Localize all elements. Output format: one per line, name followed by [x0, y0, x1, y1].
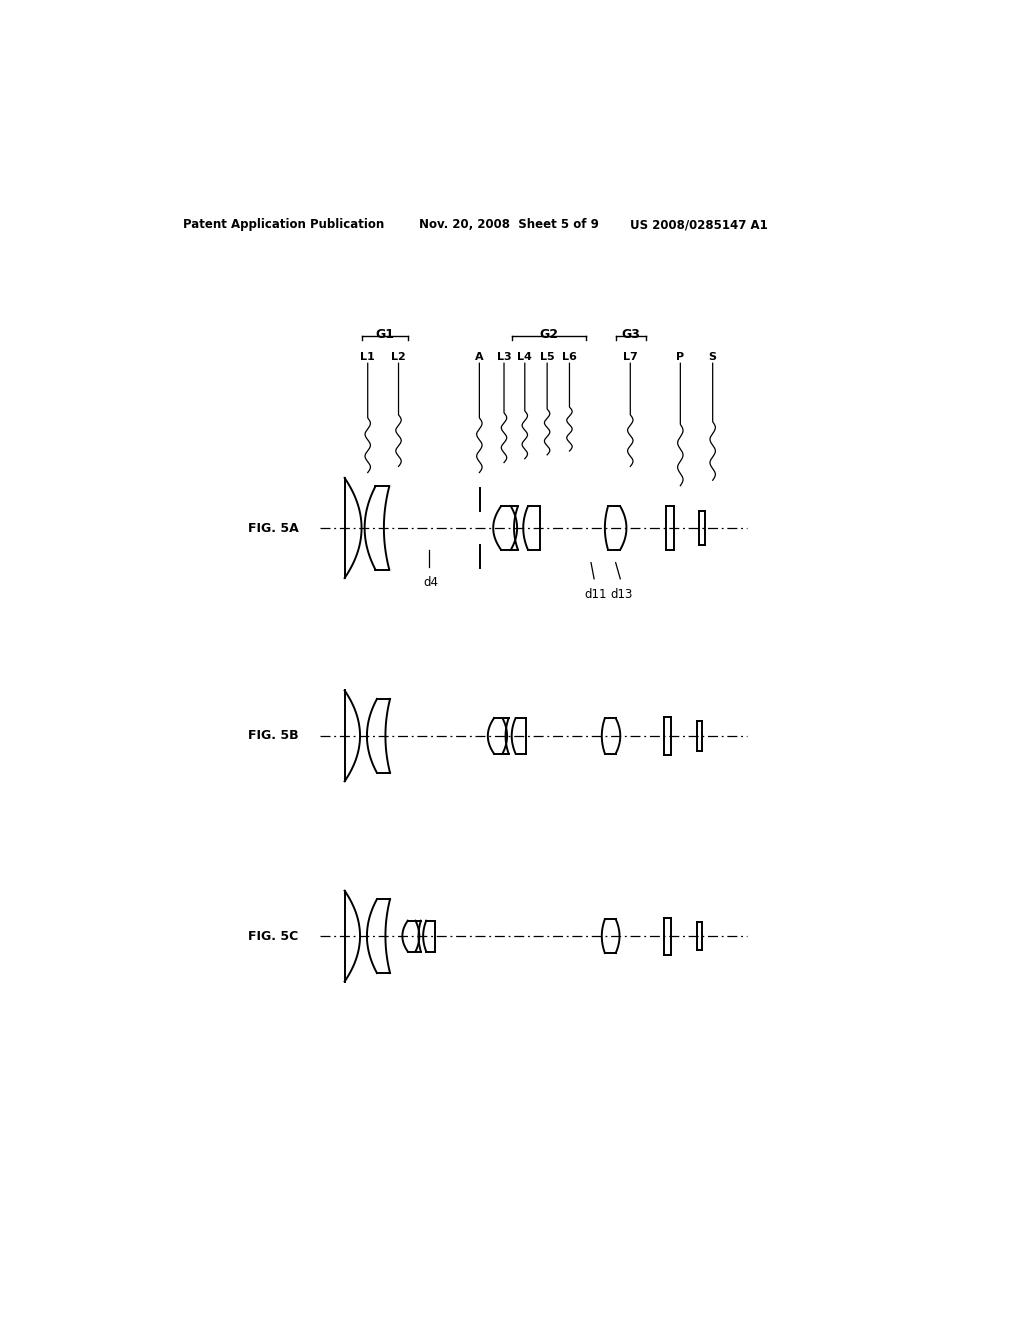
Text: L1: L1 [360, 352, 375, 363]
Text: S: S [709, 352, 717, 363]
Text: G3: G3 [622, 327, 640, 341]
Text: d11: d11 [585, 589, 607, 601]
Text: P: P [676, 352, 684, 363]
Text: L4: L4 [517, 352, 532, 363]
Text: A: A [475, 352, 483, 363]
Text: L5: L5 [540, 352, 554, 363]
Text: G2: G2 [540, 327, 558, 341]
Text: US 2008/0285147 A1: US 2008/0285147 A1 [630, 218, 767, 231]
Text: L3: L3 [497, 352, 511, 363]
Text: d4: d4 [423, 576, 438, 589]
Text: Patent Application Publication: Patent Application Publication [183, 218, 384, 231]
Text: L2: L2 [391, 352, 406, 363]
Text: FIG. 5C: FIG. 5C [249, 929, 299, 942]
Text: FIG. 5A: FIG. 5A [249, 521, 299, 535]
Text: L6: L6 [562, 352, 577, 363]
Text: FIG. 5B: FIG. 5B [249, 730, 299, 742]
Text: G1: G1 [375, 327, 394, 341]
Text: Nov. 20, 2008  Sheet 5 of 9: Nov. 20, 2008 Sheet 5 of 9 [419, 218, 599, 231]
Text: L7: L7 [623, 352, 638, 363]
Text: d13: d13 [610, 589, 633, 601]
